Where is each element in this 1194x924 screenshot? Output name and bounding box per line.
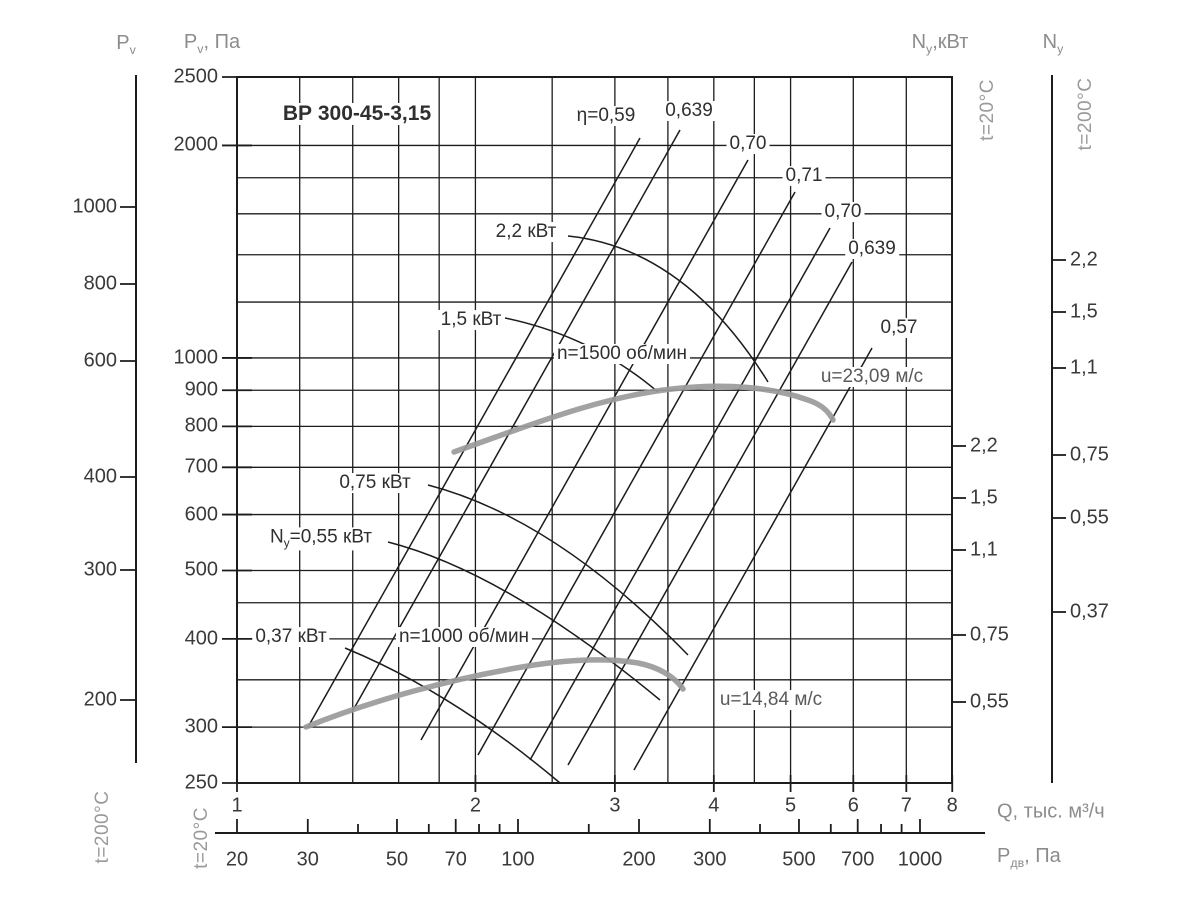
label-eta-0-71: 0,71 [782,166,826,186]
pv-tick-label-600: 600 [83,349,117,372]
q-tick-label-8: 8 [946,794,958,817]
pv-tick-label-400: 400 [83,465,117,488]
n20-axis-header: Ny,кВт [911,30,969,56]
q-tick-label-3: 3 [609,794,621,817]
q-tick-label-7: 7 [900,794,912,817]
pdv-tick-label-500: 500 [782,848,816,871]
label-eta-0-70-left: 0,70 [726,134,770,154]
n200-tick-label-1,1: 1,1 [1070,356,1098,379]
pw-tick-label-1000: 1000 [173,346,219,369]
q-axis-title: Q, тыс. м³/ч [997,800,1105,823]
pdv-tick-label-700: 700 [841,848,875,871]
pv-tick-label-800: 800 [83,272,117,295]
pw-tick-label-700: 700 [184,455,218,478]
pv-tick-label-300: 300 [83,558,117,581]
pw-tick-label-400: 400 [184,627,218,650]
n200-axis [1051,75,1066,783]
temp-20-right-label: t=20°C [977,79,999,141]
efficiency-lines [307,129,873,771]
label-power-1-5: 1,5 кВт [437,310,505,330]
pv-axis-header: Pv [116,31,136,57]
pdv-tick-label-50: 50 [385,848,409,871]
label-eta-0-59: η=0,59 [573,106,639,126]
pw-tick-label-800: 800 [184,414,218,437]
q-tick-label-6: 6 [847,794,859,817]
n200-tick-label-2,2: 2,2 [1070,248,1098,271]
pdv-tick-label-70: 70 [444,848,467,871]
pdv-tick-label-30: 30 [296,848,319,871]
temp-20-left-label: t=20°C [191,807,213,869]
fan-speed-curves [303,383,836,730]
pw-tick-label-2000: 2000 [173,133,219,156]
n20-tick-label-2,2: 2,2 [970,434,998,457]
label-eta-0-639-left: 0,639 [662,101,716,121]
n20-tick-label-1,5: 1,5 [970,486,998,509]
label-power-0-55: Ny=0,55 кВт [266,527,376,551]
pv-axis [120,75,137,763]
label-power-0-37: 0,37 кВт [252,627,330,647]
n20-tick-label-1,1: 1,1 [970,538,998,561]
pw-tick-label-250: 250 [184,771,218,794]
n200-tick-label-1,5: 1,5 [1070,300,1098,323]
label-power-2-2: 2,2 кВт [492,222,560,242]
label-eta-0-57: 0,57 [877,318,921,338]
pw-tick-label-600: 600 [184,503,218,526]
n200-tick-label-0,55: 0,55 [1070,506,1109,529]
temp-200-right-label: t=200°C [1075,77,1097,151]
n200-axis-header: Ny [1042,30,1064,56]
pdv-axis [215,819,985,834]
pw-tick-label-900: 900 [184,378,218,401]
pw-tick-label-300: 300 [184,715,218,738]
pw-axis-header: Pv, Па [183,30,241,56]
pdv-tick-label-1000: 1000 [897,848,943,871]
label-eta-0-639-right: 0,639 [845,239,899,259]
q-tick-label-1: 1 [231,794,243,817]
pdv-tick-label-300: 300 [693,848,727,871]
pw-axis-ticks [222,76,252,784]
label-power-0-75: 0,75 кВт [336,473,414,493]
pv-tick-label-200: 200 [83,688,117,711]
n20-tick-label-0,75: 0,75 [970,623,1009,646]
n20-axis-ticks [952,445,966,703]
chart-title: ВР 300-45-3,15 [277,102,437,126]
pdv-tick-label-20: 20 [225,848,249,871]
label-u-23-09: u=23,09 м/с [817,367,927,387]
n200-tick-label-0,37: 0,37 [1070,600,1109,623]
grid-lines [237,77,952,783]
label-n1000: n=1000 об/мин [395,627,533,647]
label-u-14-84: u=14,84 м/с [716,690,826,710]
n20-tick-label-0,55: 0,55 [970,690,1009,713]
pw-tick-label-2500: 2500 [173,65,219,88]
pdv-tick-label-200: 200 [622,848,656,871]
power-curves [344,235,769,784]
pv-tick-label-1000: 1000 [72,195,118,218]
n200-tick-label-0,75: 0,75 [1070,443,1109,466]
pdv-tick-label-100: 100 [501,848,535,871]
temp-200-left-label: t=200°C [92,790,114,864]
q-axis-ticks [236,775,954,792]
label-eta-0-70-right: 0,70 [821,202,865,222]
pdv-axis-title: Pдв, Па [997,844,1061,870]
q-tick-label-4: 4 [708,794,720,817]
label-n1500: n=1500 об/мин [553,344,691,364]
pw-tick-label-500: 500 [184,558,218,581]
plot-border [236,76,953,784]
q-tick-label-2: 2 [469,794,481,817]
q-tick-label-5: 5 [785,794,797,817]
